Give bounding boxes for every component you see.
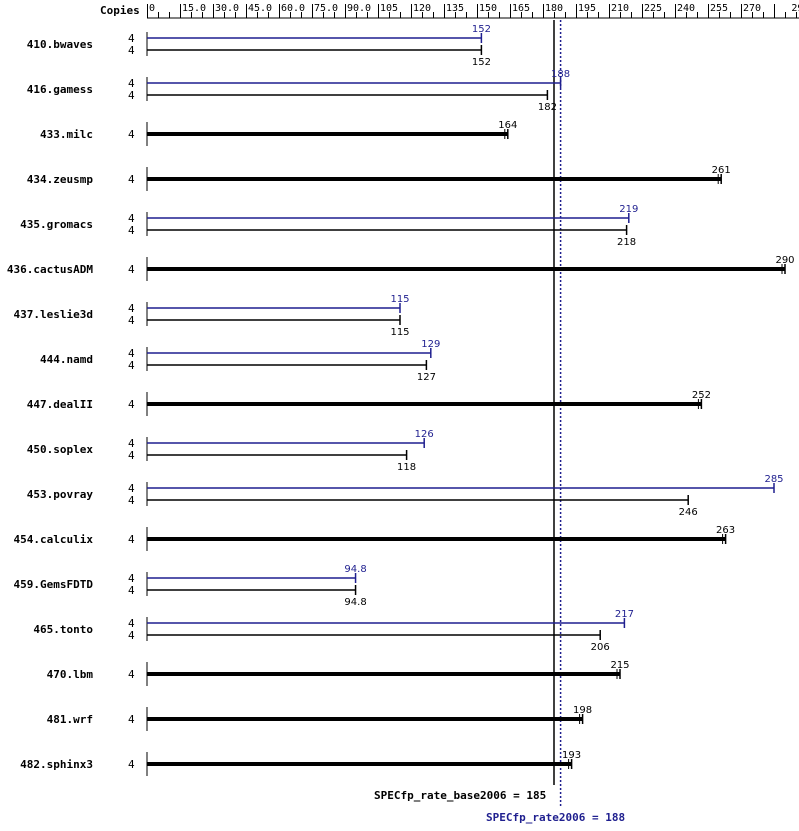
benchmark-name: 436.cactusADM: [7, 263, 93, 276]
x-tick-label: 180: [545, 3, 563, 14]
benchmark-name: 437.leslie3d: [14, 308, 93, 321]
value-label: 198: [573, 705, 592, 716]
x-tick-label: 295: [791, 3, 799, 14]
value-label: 152: [472, 24, 491, 35]
copies-label: 4: [128, 758, 135, 771]
copies-label: 4: [128, 347, 135, 360]
copies-label: 4: [128, 128, 135, 141]
x-axis: 0 15.0 30.0 45.0 60.0 75.0 90.0 105 120 135 150 165…: [147, 3, 799, 19]
x-tick-label: 150: [479, 3, 497, 14]
benchmark-name: 435.gromacs: [20, 218, 93, 231]
benchmark-name: 470.lbm: [47, 668, 94, 681]
x-tick-label: 270: [743, 3, 761, 14]
value-label: 290: [775, 255, 794, 266]
copies-header: Copies: [100, 4, 140, 17]
x-tick-label: 90.0: [347, 3, 371, 14]
benchmark-name: 454.calculix: [14, 533, 94, 546]
value-label: 115: [390, 294, 409, 305]
value-label: 129: [421, 339, 440, 350]
copies-label: 4: [128, 449, 135, 462]
copies-label: 4: [128, 617, 135, 630]
copies-label: 4: [128, 584, 135, 597]
peak-summary-label: SPECfp_rate2006 = 188: [486, 811, 625, 824]
benchmark-name: 434.zeusmp: [27, 173, 94, 186]
x-tick-label: 240: [677, 3, 695, 14]
copies-label: 4: [128, 533, 135, 546]
copies-label: 4: [128, 302, 135, 315]
value-label: 182: [538, 102, 557, 113]
benchmark-name: 482.sphinx3: [20, 758, 93, 771]
benchmark-name: 416.gamess: [27, 83, 93, 96]
value-label: 263: [716, 525, 735, 536]
value-label: 219: [619, 204, 638, 215]
value-label: 188: [551, 69, 570, 80]
x-tick-label: 105: [380, 3, 398, 14]
copies-label: 4: [128, 263, 135, 276]
value-label: 164: [498, 120, 517, 131]
benchmark-name: 453.povray: [27, 488, 94, 501]
value-label: 115: [390, 327, 409, 338]
copies-label: 4: [128, 494, 135, 507]
value-label: 261: [712, 165, 731, 176]
copies-label: 4: [128, 398, 135, 411]
value-label: 215: [610, 660, 629, 671]
copies-label: 4: [128, 32, 135, 45]
value-label: 285: [764, 474, 783, 485]
copies-label: 4: [128, 482, 135, 495]
copies-label: 4: [128, 77, 135, 90]
value-label: 193: [562, 750, 581, 761]
benchmark-name: 465.tonto: [33, 623, 93, 636]
value-label: 118: [397, 462, 416, 473]
copies-label: 4: [128, 314, 135, 327]
x-tick-label: 75.0: [314, 3, 338, 14]
base-summary-label: SPECfp_rate_base2006 = 185: [374, 789, 546, 802]
value-label: 246: [679, 507, 698, 518]
copies-label: 4: [128, 572, 135, 585]
benchmark-name: 433.milc: [40, 128, 93, 141]
copies-label: 4: [128, 359, 135, 372]
value-label: 252: [692, 390, 711, 401]
benchmark-name: 444.namd: [40, 353, 93, 366]
copies-label: 4: [128, 44, 135, 57]
value-label: 94.8: [344, 564, 366, 575]
value-label: 126: [415, 429, 434, 440]
x-tick-label: 120: [413, 3, 431, 14]
value-label: 127: [417, 372, 436, 383]
x-tick-label: 30.0: [215, 3, 239, 14]
value-label: 206: [591, 642, 610, 653]
x-tick-label: 210: [611, 3, 629, 14]
benchmark-name: 450.soplex: [27, 443, 94, 456]
benchmark-name: 459.GemsFDTD: [14, 578, 94, 591]
x-tick-label: 60.0: [281, 3, 305, 14]
copies-label: 4: [128, 713, 135, 726]
x-tick-label: 225: [644, 3, 662, 14]
x-tick-label: 135: [446, 3, 464, 14]
benchmark-name: 410.bwaves: [27, 38, 93, 51]
copies-label: 4: [128, 629, 135, 642]
x-tick-label: 195: [578, 3, 596, 14]
copies-label: 4: [128, 668, 135, 681]
x-tick-label: 15.0: [182, 3, 206, 14]
benchmark-name: 447.dealII: [27, 398, 93, 411]
value-label: 217: [615, 609, 634, 620]
x-tick-label: 255: [710, 3, 728, 14]
x-tick-label: 0: [149, 3, 155, 14]
copies-label: 4: [128, 89, 135, 102]
copies-label: 4: [128, 212, 135, 225]
value-label: 94.8: [344, 597, 366, 608]
x-tick-label: 165: [512, 3, 530, 14]
value-label: 218: [617, 237, 636, 248]
x-tick-label: 45.0: [248, 3, 272, 14]
copies-label: 4: [128, 224, 135, 237]
benchmark-name: 481.wrf: [47, 713, 93, 726]
copies-label: 4: [128, 173, 135, 186]
benchmark-bars: 410.bwaves 152 4 152 4 416.gamess 188 4 182 4 433.…: [7, 24, 795, 776]
value-label: 152: [472, 57, 491, 68]
copies-label: 4: [128, 437, 135, 450]
